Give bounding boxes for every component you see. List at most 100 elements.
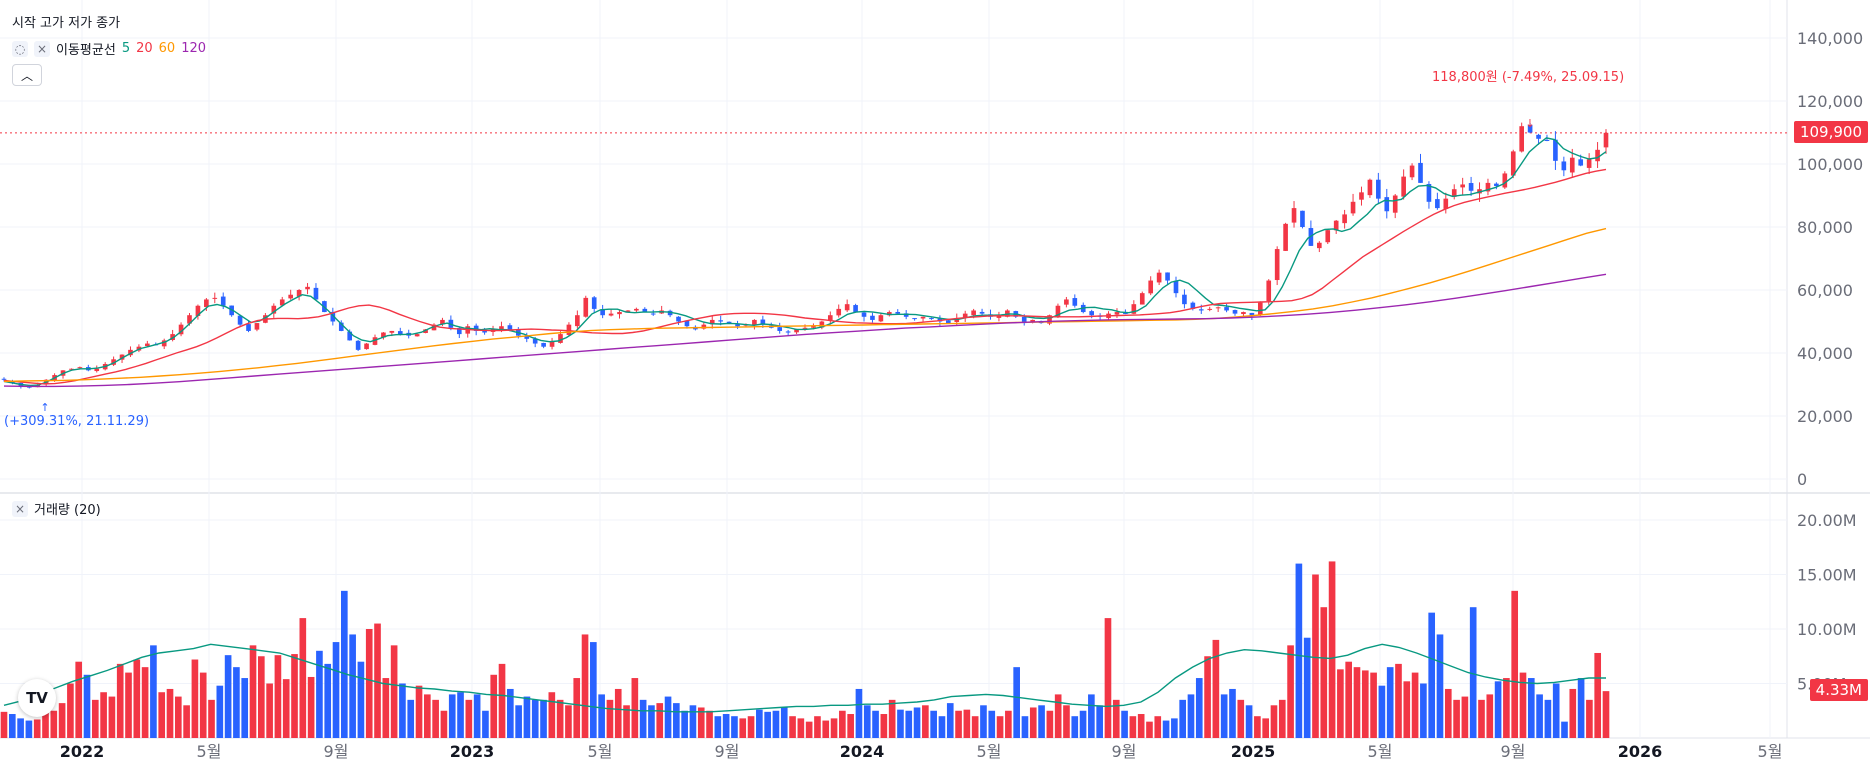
- candle-body: [246, 324, 251, 331]
- volume-bar: [1245, 705, 1253, 738]
- candle-body: [473, 325, 479, 331]
- candle-body: [1089, 311, 1094, 316]
- candle-body: [886, 312, 892, 316]
- x-tick-label: 5월: [588, 742, 613, 761]
- price-axis-label: 80,000: [1797, 218, 1853, 237]
- close-icon[interactable]: ×: [34, 40, 50, 57]
- volume-bar: [722, 714, 730, 738]
- volume-bar: [25, 720, 33, 738]
- volume-bar: [432, 699, 439, 738]
- volume-bar: [382, 678, 390, 738]
- candle-body: [1215, 307, 1221, 309]
- candle-body: [836, 308, 842, 316]
- volume-bar: [523, 696, 531, 738]
- volume-bar: [1494, 681, 1502, 738]
- volume-bar: [1403, 681, 1411, 738]
- candle-body: [1502, 173, 1508, 188]
- candle-body: [1409, 165, 1415, 178]
- candle-body: [608, 313, 614, 316]
- volume-bar: [241, 678, 249, 738]
- volume-bar: [540, 699, 547, 738]
- volume-bar: [1386, 667, 1394, 738]
- volume-bar: [1146, 721, 1153, 738]
- volume-axis-label: 15.00M: [1797, 566, 1857, 585]
- volume-bar: [1278, 699, 1286, 738]
- volume-bar: [1312, 574, 1319, 738]
- volume-bar: [1453, 699, 1460, 738]
- candle-body: [709, 319, 715, 325]
- volume-bar: [1602, 691, 1610, 738]
- candle-body: [912, 318, 917, 320]
- volume-bar: [291, 654, 298, 738]
- volume-bar: [1262, 718, 1269, 738]
- volume-bar: [1361, 670, 1369, 738]
- candle-body: [1460, 184, 1465, 188]
- candle-body: [718, 320, 724, 322]
- candle-body: [676, 316, 681, 322]
- candle-body: [1426, 183, 1432, 202]
- volume-bar: [33, 719, 41, 738]
- volume-bar: [0, 711, 8, 738]
- close-icon[interactable]: ×: [12, 500, 28, 517]
- volume-bar: [963, 709, 971, 738]
- candle-body: [1603, 132, 1609, 148]
- volume-bar: [739, 718, 747, 738]
- candle-body: [1064, 299, 1069, 305]
- candle-body: [389, 330, 395, 333]
- volume-bar: [872, 710, 879, 738]
- candle-body: [701, 324, 707, 329]
- candle-body: [1182, 294, 1187, 305]
- candle-body: [777, 327, 783, 331]
- x-tick-label: 5월: [1368, 742, 1393, 761]
- volume-bar: [863, 705, 871, 738]
- candle-body: [1123, 313, 1128, 315]
- candle-body: [726, 321, 732, 324]
- candle-body: [1367, 179, 1373, 196]
- eye-off-icon[interactable]: ◌: [12, 40, 28, 57]
- chevron-up-icon[interactable]: ︿: [12, 64, 42, 86]
- candle-body: [178, 324, 184, 335]
- volume-bar: [67, 683, 74, 738]
- volume-bar: [1121, 710, 1128, 738]
- volume-bar: [946, 703, 954, 738]
- volume-bar: [8, 714, 16, 738]
- volume-bar: [1586, 699, 1593, 738]
- volume-bar: [664, 696, 672, 738]
- volume-bar: [75, 661, 83, 738]
- volume-bar: [913, 707, 921, 738]
- volume-bar: [556, 699, 564, 738]
- ma-60-label: 60: [158, 41, 176, 56]
- volume-bar: [731, 716, 738, 738]
- candle-body: [1536, 134, 1541, 139]
- volume-ma-line: [3, 643, 1606, 713]
- volume-bar: [789, 716, 796, 738]
- candle-body: [785, 331, 791, 333]
- candle-body: [1072, 298, 1078, 306]
- candle-body: [440, 319, 445, 325]
- candle-body: [170, 334, 175, 340]
- tradingview-logo[interactable]: TV: [18, 679, 56, 717]
- volume-bar: [324, 663, 332, 738]
- volume-bar: [316, 650, 323, 738]
- volume-bar: [1428, 612, 1436, 738]
- volume-axis-label: 20.00M: [1797, 511, 1857, 530]
- ma-20-line: [3, 168, 1607, 385]
- candle-body: [920, 316, 926, 319]
- candle-body: [381, 332, 386, 338]
- candle-body: [1283, 223, 1288, 251]
- candle-body: [330, 311, 336, 322]
- volume-bar: [822, 720, 830, 738]
- volume-bar: [955, 710, 962, 738]
- volume-bar: [1212, 639, 1220, 738]
- volume-bar: [274, 655, 282, 738]
- x-tick-label: 9월: [1112, 742, 1137, 761]
- volume-bar: [407, 699, 415, 738]
- candle-body: [111, 359, 116, 365]
- volume-bar: [108, 696, 116, 738]
- candle-body: [220, 296, 226, 306]
- candle-body: [870, 315, 875, 320]
- volume-bar: [1577, 678, 1585, 738]
- price-axis-label: 100,000: [1797, 155, 1863, 174]
